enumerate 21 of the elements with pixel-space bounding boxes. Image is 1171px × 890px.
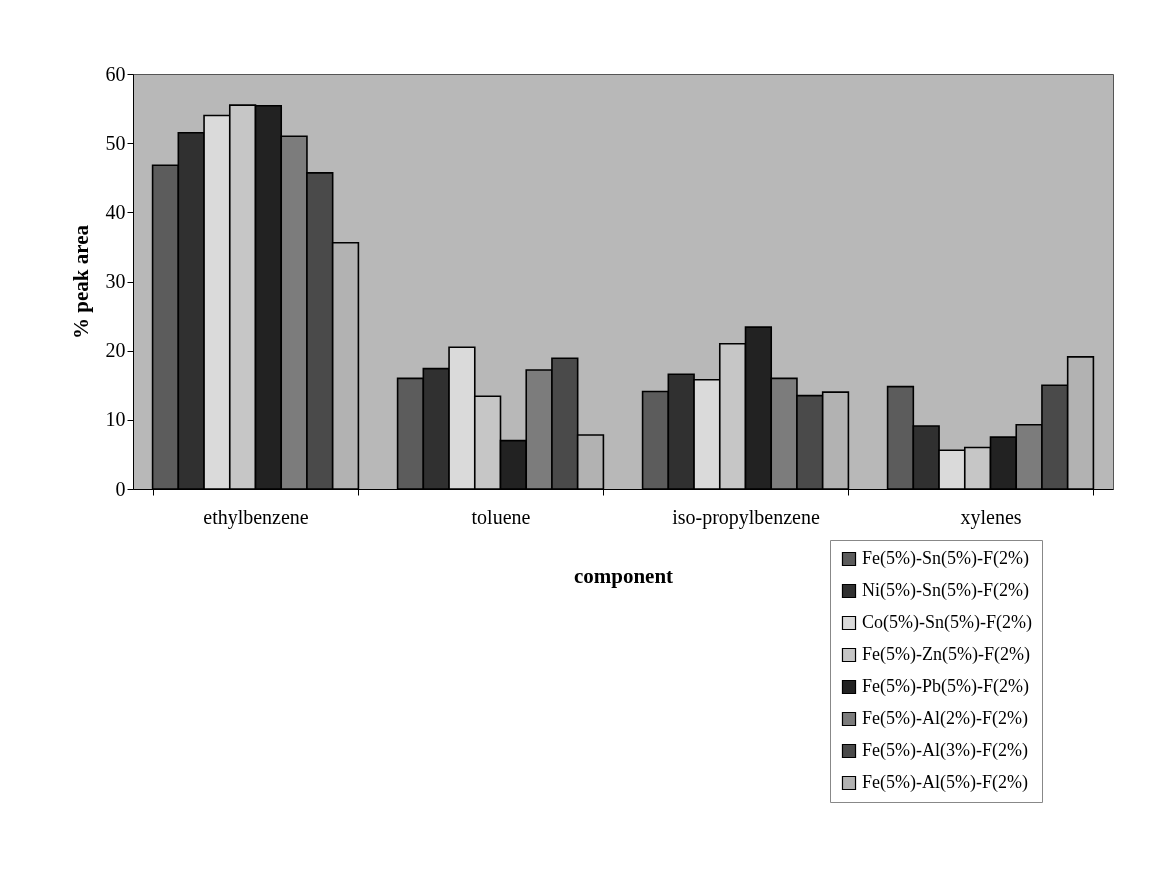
y-axis-title: % peak area — [68, 224, 93, 339]
y-tick-label: 30 — [105, 270, 126, 292]
legend-label: Fe(5%)-Al(3%)-F(2%) — [862, 740, 1028, 761]
legend-label: Co(5%)-Sn(5%)-F(2%) — [862, 612, 1032, 633]
legend-label: Fe(5%)-Sn(5%)-F(2%) — [862, 548, 1029, 569]
x-tick-label: toluene — [471, 505, 531, 528]
y-tick-label: 10 — [105, 408, 126, 431]
x-tick-label: iso-propylbenzene — [672, 505, 820, 529]
legend-label: Ni(5%)-Sn(5%)-F(2%) — [862, 580, 1029, 601]
x-tick-label: ethylbenzene — [203, 505, 309, 529]
y-tick-label: 20 — [105, 339, 126, 362]
x-axis-title: component — [573, 563, 674, 588]
legend-label: Fe(5%)-Al(2%)-F(2%) — [862, 708, 1028, 729]
y-tick-label: 60 — [105, 62, 126, 85]
y-tick-label: 0 — [115, 477, 126, 500]
legend-label: Fe(5%)-Pb(5%)-F(2%) — [862, 676, 1029, 697]
y-tick-label: 50 — [105, 131, 126, 154]
x-tick-label: xylenes — [960, 505, 1022, 529]
legend-label: Fe(5%)-Al(5%)-F(2%) — [862, 772, 1028, 793]
legend-label: Fe(5%)-Zn(5%)-F(2%) — [862, 644, 1030, 665]
y-tick-label: 40 — [105, 200, 126, 223]
